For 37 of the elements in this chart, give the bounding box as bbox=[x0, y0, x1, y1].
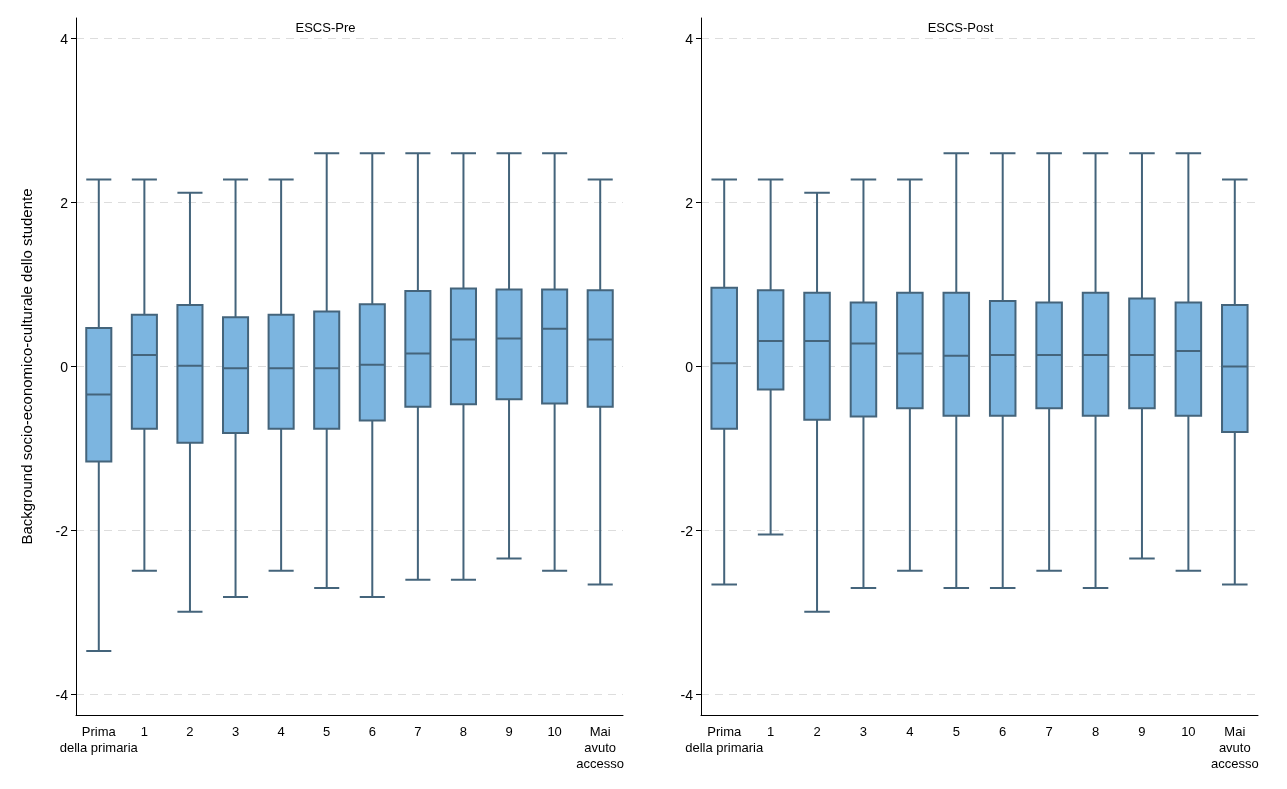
x-tick-label: 5 bbox=[952, 723, 960, 739]
x-tick-label: Prima della primaria bbox=[59, 723, 139, 755]
y-tick-label: 0 bbox=[60, 358, 69, 375]
x-tick-label: 2 bbox=[813, 723, 821, 739]
x-tick-label: 10 bbox=[1181, 723, 1196, 739]
x-tick-label: Mai avuto accesso bbox=[576, 723, 625, 771]
y-tick-label: 2 bbox=[60, 194, 69, 211]
x-tick-label: 8 bbox=[1091, 723, 1100, 739]
y-tick-label: 4 bbox=[60, 30, 69, 47]
chart-title: ESCS-Pre bbox=[295, 20, 356, 35]
y-tick-label: -2 bbox=[680, 522, 694, 539]
y-tick-label: 0 bbox=[685, 358, 694, 375]
y-tick-label: -4 bbox=[680, 686, 694, 703]
x-tick-label: 10 bbox=[547, 723, 562, 739]
x-tick-label: Mai avuto accesso bbox=[1210, 723, 1259, 771]
x-tick-label: Prima della primaria bbox=[685, 723, 764, 755]
x-tick-label: 6 bbox=[368, 723, 376, 739]
y-tick-label: -2 bbox=[55, 522, 69, 539]
x-tick-label: 9 bbox=[505, 723, 513, 739]
y-axis-title: Background socio-economico-culturale dello studente bbox=[18, 188, 35, 545]
x-tick-label: 9 bbox=[1138, 723, 1146, 739]
y-tick-label: 2 bbox=[685, 194, 694, 211]
chart-title: ESCS-Post bbox=[927, 20, 994, 35]
y-tick-label: -4 bbox=[55, 686, 69, 703]
x-tick-label: 5 bbox=[323, 723, 331, 739]
y-tick-label: 4 bbox=[685, 30, 694, 47]
x-tick-label: 1 bbox=[140, 723, 148, 739]
x-tick-label: 4 bbox=[906, 723, 914, 739]
x-tick-label: 8 bbox=[459, 723, 468, 739]
x-tick-label: 3 bbox=[859, 723, 868, 739]
x-tick-label: 6 bbox=[999, 723, 1007, 739]
x-tick-label: 7 bbox=[414, 723, 422, 739]
x-tick-label: 1 bbox=[767, 723, 775, 739]
x-tick-label: 2 bbox=[186, 723, 194, 739]
x-tick-label: 7 bbox=[1045, 723, 1053, 739]
x-tick-label: 3 bbox=[231, 723, 240, 739]
x-tick-label: 4 bbox=[277, 723, 285, 739]
